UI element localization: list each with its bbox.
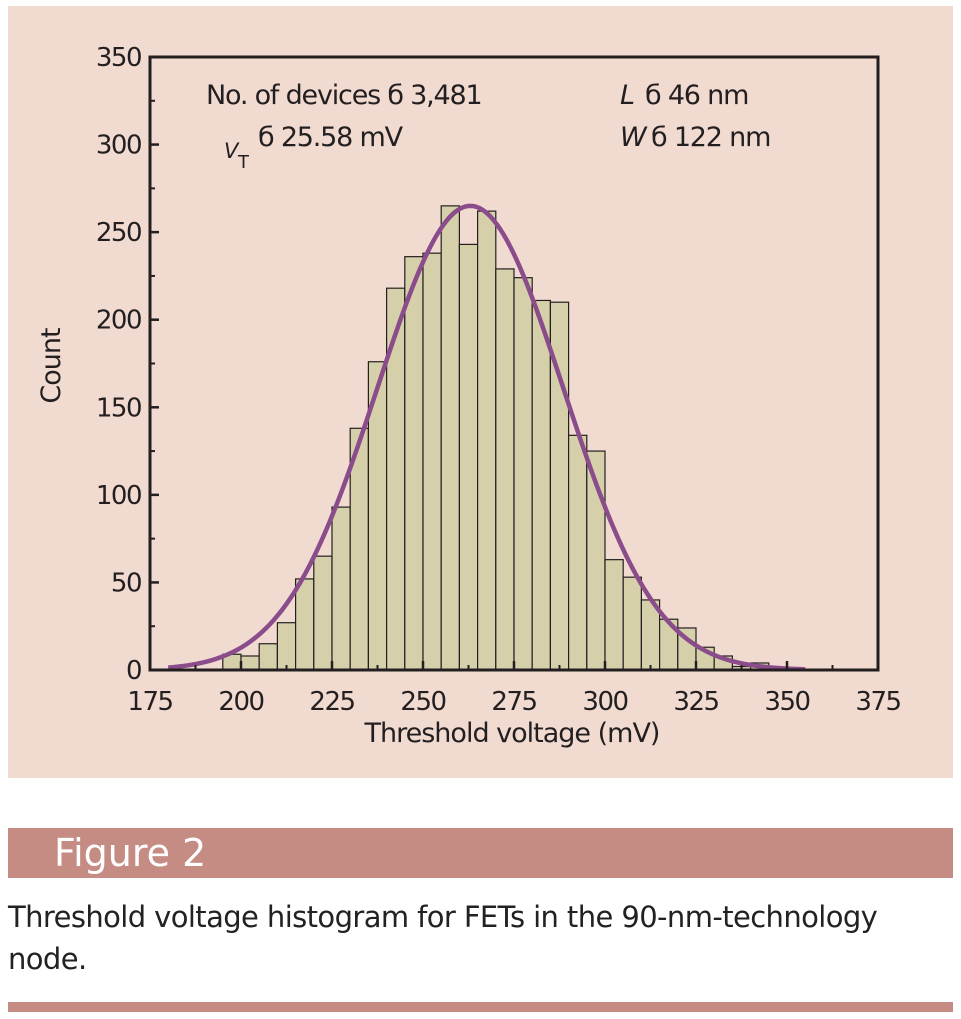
histogram-bar bbox=[531, 299, 552, 671]
x-tick-label: 350 bbox=[764, 687, 809, 717]
figure-caption: Threshold voltage histogram for FETs in … bbox=[8, 900, 878, 976]
gaussian-fit-curve bbox=[168, 203, 806, 672]
annotation-length-value: б 46 nm bbox=[645, 80, 748, 111]
histogram-bar bbox=[604, 559, 624, 671]
x-tick-label: 200 bbox=[218, 687, 263, 717]
x-tick-label: 175 bbox=[127, 687, 172, 717]
figure-label-bar: Figure 2 bbox=[8, 828, 953, 878]
histogram-bar bbox=[422, 252, 442, 671]
annotation-sigma-symbol: V bbox=[224, 139, 240, 163]
annotation-sigma-subscript: T bbox=[237, 152, 250, 173]
histogram-bar bbox=[276, 622, 297, 671]
bars-group bbox=[222, 205, 770, 671]
annotation-sigma-value: б 25.58 mV bbox=[258, 122, 404, 153]
histogram-bar bbox=[622, 576, 643, 671]
histogram-chart: 175 200 225 250 275 300 325 350 375 0 50 100 150 200 2… bbox=[36, 43, 902, 749]
histogram-bar bbox=[477, 210, 497, 671]
x-tick-label: 300 bbox=[582, 687, 627, 717]
histogram-bar bbox=[513, 277, 533, 671]
y-axis-label: Count bbox=[36, 328, 67, 404]
y-tick-label: 0 bbox=[126, 656, 141, 686]
x-tick-label: 275 bbox=[491, 687, 536, 717]
annotation-length-symbol: L bbox=[620, 80, 635, 111]
x-tick-label: 325 bbox=[673, 687, 718, 717]
figure-label: Figure 2 bbox=[54, 831, 207, 875]
y-tick-label: 300 bbox=[96, 131, 141, 161]
y-tick-label: 350 bbox=[96, 43, 141, 73]
histogram-bar bbox=[440, 205, 461, 671]
histogram-bar bbox=[495, 268, 515, 671]
x-tick-label: 375 bbox=[855, 687, 900, 717]
annotation-devices: No. of devices б 3,481 bbox=[206, 80, 481, 111]
histogram-bar bbox=[458, 243, 479, 671]
y-tick-label: 100 bbox=[96, 481, 141, 511]
figure-panel: 175 200 225 250 275 300 325 350 375 0 50 100 150 200 2… bbox=[8, 6, 953, 778]
annotation-width-value: б 122 nm bbox=[651, 122, 770, 153]
bottom-rule bbox=[8, 1002, 953, 1012]
axis-ticks bbox=[148, 55, 880, 672]
histogram-bar bbox=[567, 434, 588, 671]
axis-tick-labels: 175 200 225 250 275 300 325 350 375 0 50 100 150 200 2… bbox=[96, 43, 902, 717]
y-tick-label: 200 bbox=[96, 306, 141, 336]
annotation-width-symbol: W bbox=[620, 122, 648, 153]
x-tick-label: 250 bbox=[400, 687, 445, 717]
y-tick-label: 150 bbox=[96, 393, 141, 423]
histogram-bar bbox=[331, 506, 351, 671]
histogram-bar bbox=[313, 555, 333, 671]
y-tick-label: 250 bbox=[96, 218, 141, 248]
histogram-bar bbox=[404, 256, 424, 671]
histogram-bar bbox=[258, 643, 278, 671]
histogram-bar bbox=[240, 655, 260, 671]
x-tick-label: 225 bbox=[309, 687, 354, 717]
y-tick-label: 50 bbox=[111, 568, 141, 598]
histogram-bar bbox=[295, 578, 315, 671]
x-axis-label: Threshold voltage (mV) bbox=[364, 718, 660, 749]
